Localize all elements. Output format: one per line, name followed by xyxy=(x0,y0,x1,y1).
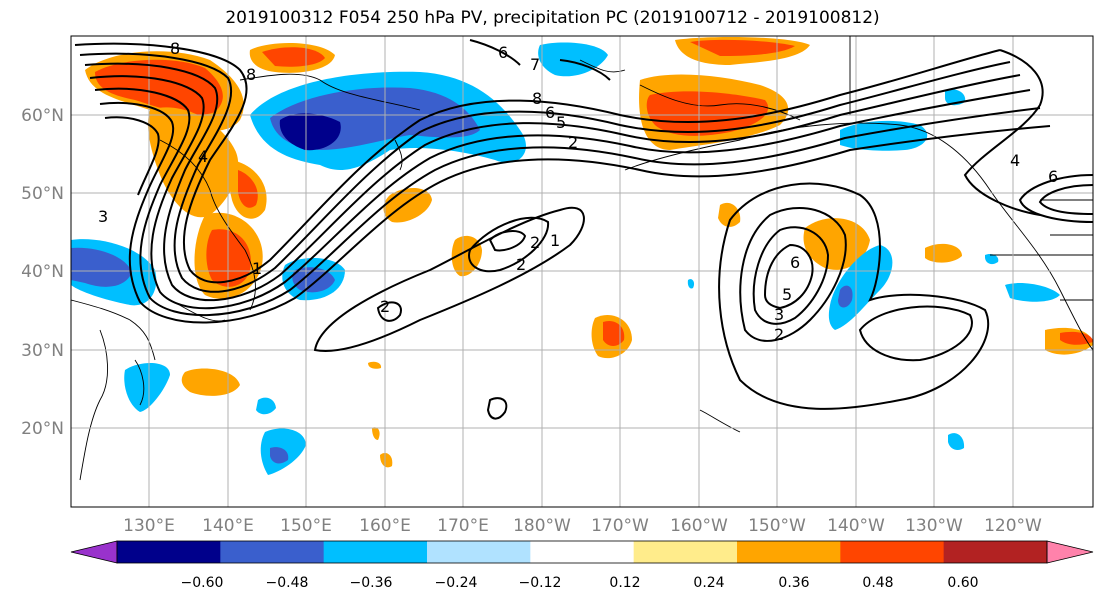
lon-label: 180°W xyxy=(513,516,571,536)
colorbar-cell xyxy=(220,541,325,563)
contour-label: 6 xyxy=(1048,167,1058,186)
lat-label: 30°N xyxy=(21,341,64,361)
contour-label: 3 xyxy=(98,207,108,226)
contour-label: 5 xyxy=(556,113,566,132)
lat-label: 20°N xyxy=(21,419,64,439)
contour-label: 6 xyxy=(498,43,508,62)
lon-label: 160°E xyxy=(359,516,411,536)
colorbar-tick-label: −0.36 xyxy=(350,575,393,591)
contour-label: 2 xyxy=(516,255,526,274)
colorbar-tick-label: 0.12 xyxy=(609,575,640,591)
map-title: 2019100312 F054 250 hPa PV, precipitatio… xyxy=(225,8,880,28)
contour-label: 5 xyxy=(782,285,792,304)
lon-label: 140°W xyxy=(827,516,885,536)
contour-label: 2 xyxy=(568,133,578,152)
colorbar-cell xyxy=(323,541,428,563)
lon-label: 150°W xyxy=(748,516,806,536)
colorbar-cell xyxy=(840,541,945,563)
colorbar-cell xyxy=(633,541,738,563)
colorbar-tick-label: 0.48 xyxy=(862,575,893,591)
contour-label: 2 xyxy=(530,233,540,252)
lon-label: 140°E xyxy=(202,516,254,536)
pv-contours xyxy=(74,39,1093,420)
lon-label: 150°E xyxy=(280,516,332,536)
colorbar: −0.60 −0.48 −0.36 −0.24 −0.12 0.12 0.24 … xyxy=(70,540,1094,591)
contour-label: 4 xyxy=(198,147,208,166)
grid-lines xyxy=(71,36,1093,507)
lon-label: 120°W xyxy=(984,516,1042,536)
contour-label: 2 xyxy=(774,325,784,344)
colorbar-tick-label: 0.60 xyxy=(947,575,978,591)
latitude-labels: 60°N 50°N 40°N 30°N 20°N xyxy=(21,106,64,439)
longitude-labels: 130°E 140°E 150°E 160°E 170°E 180°W 170°… xyxy=(123,516,1042,536)
contour-label: 6 xyxy=(545,103,555,122)
colorbar-tick-label: −0.12 xyxy=(519,575,562,591)
contour-label: 4 xyxy=(1010,151,1020,170)
lon-label: 170°W xyxy=(591,516,649,536)
colorbar-cell xyxy=(530,541,635,563)
contour-label: 8 xyxy=(246,65,256,84)
colorbar-tick-label: 0.36 xyxy=(778,575,809,591)
map-border xyxy=(70,35,1094,508)
lon-label: 130°E xyxy=(123,516,175,536)
positive-precip-shading xyxy=(85,37,1093,468)
contour-label: 7 xyxy=(530,55,540,74)
lon-label: 160°W xyxy=(670,516,728,536)
contour-labels: 8 8 6 7 8 6 5 2 3 4 1 2 2 2 1 6 5 3 2 4 … xyxy=(98,39,1058,344)
colorbar-cell xyxy=(737,541,841,563)
lat-label: 60°N xyxy=(21,106,64,126)
lat-label: 40°N xyxy=(21,262,64,282)
colorbar-tick-label: −0.60 xyxy=(181,575,224,591)
colorbar-outline xyxy=(116,540,1048,564)
lat-label: 50°N xyxy=(21,184,64,204)
lon-label: 130°W xyxy=(905,516,963,536)
contour-label: 6 xyxy=(790,253,800,272)
colorbar-extend-high xyxy=(1046,540,1094,564)
lon-label: 170°E xyxy=(437,516,489,536)
contour-label: 1 xyxy=(252,259,262,278)
colorbar-cell xyxy=(943,541,1048,563)
colorbar-extend-low xyxy=(70,540,118,564)
contour-label: 2 xyxy=(380,297,390,316)
colorbar-cell xyxy=(427,541,531,563)
colorbar-tick-label: −0.24 xyxy=(435,575,478,591)
contour-label: 3 xyxy=(774,305,784,324)
contour-label: 8 xyxy=(170,39,180,58)
colorbar-tick-label: 0.24 xyxy=(693,575,724,591)
colorbar-cell xyxy=(117,541,221,563)
contour-label: 1 xyxy=(550,231,560,250)
contour-label: 8 xyxy=(532,89,542,108)
negative-precip-shading xyxy=(71,42,1060,475)
colorbar-tick-label: −0.48 xyxy=(266,575,309,591)
